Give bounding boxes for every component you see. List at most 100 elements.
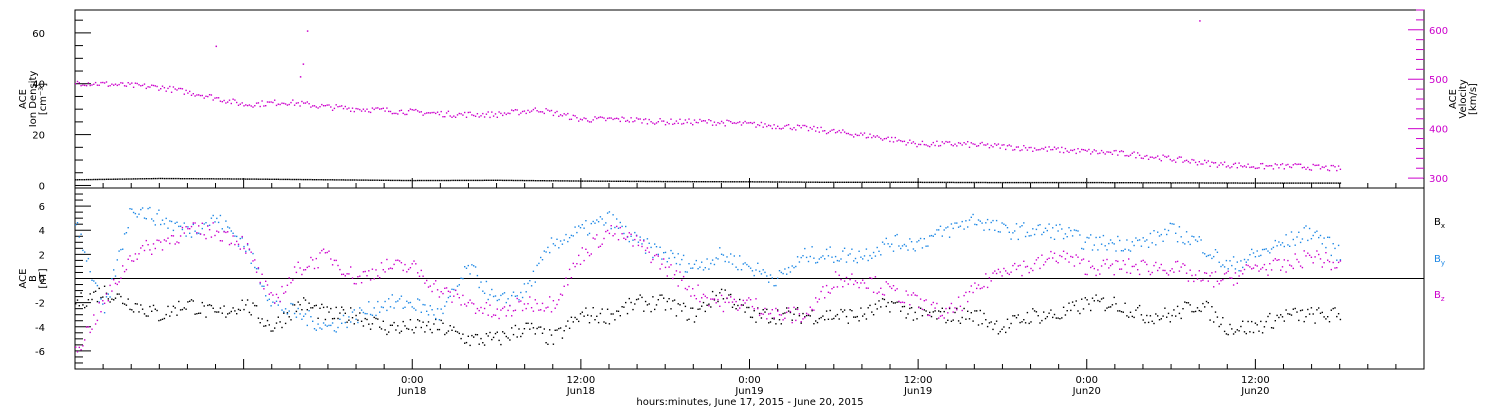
data-point: [545, 342, 547, 344]
data-point: [498, 111, 500, 113]
data-point: [246, 243, 249, 245]
data-point: [1171, 160, 1173, 162]
data-point: [927, 245, 929, 247]
data-point: [1115, 250, 1117, 252]
data-point: [697, 308, 699, 310]
data-point: [979, 220, 981, 222]
data-point: [1180, 317, 1182, 320]
data-point: [867, 136, 869, 139]
data-point: [438, 319, 441, 321]
data-point: [395, 301, 397, 303]
data-point: [1142, 182, 1144, 184]
data-point: [941, 235, 943, 237]
data-point: [959, 305, 962, 307]
data-point: [621, 116, 623, 118]
data-point: [250, 105, 252, 107]
data-point: [265, 280, 267, 282]
data-point: [203, 178, 205, 180]
data-point: [690, 122, 692, 124]
data-point: [1109, 264, 1112, 267]
data-point: [977, 219, 980, 221]
data-point: [1149, 273, 1152, 276]
data-point: [977, 324, 980, 326]
data-point: [1312, 313, 1314, 315]
data-point: [176, 221, 178, 223]
data-point: [900, 247, 902, 250]
data-point: [900, 301, 902, 304]
data-point: [487, 314, 489, 316]
data-point: [820, 256, 822, 259]
data-point: [1205, 255, 1208, 258]
data-point: [141, 207, 144, 209]
data-point: [427, 314, 430, 316]
y-right-tick-label: 300: [1429, 174, 1448, 185]
data-point: [739, 298, 741, 301]
y-axis-label-line: [cm⁻³]: [38, 83, 49, 115]
data-point: [925, 144, 927, 146]
data-point: [107, 300, 109, 302]
data-point: [896, 233, 898, 236]
data-point: [1321, 266, 1323, 268]
data-point: [1287, 313, 1289, 315]
data-point: [315, 257, 317, 260]
data-point: [473, 114, 475, 117]
data-point: [999, 271, 1001, 273]
data-point: [406, 300, 408, 302]
data-point: [1245, 182, 1247, 184]
data-point: [1312, 182, 1314, 184]
data-point: [270, 330, 272, 332]
data-point: [1062, 306, 1065, 308]
data-point: [654, 243, 656, 245]
data-point: [1198, 236, 1200, 238]
data-point: [881, 241, 884, 243]
data-point: [1236, 261, 1238, 263]
data-point: [473, 179, 475, 182]
data-point: [93, 291, 95, 293]
data-point: [525, 179, 527, 182]
x-tick-time: 0:00: [1076, 375, 1098, 386]
data-point: [818, 131, 820, 133]
data-point: [559, 114, 562, 116]
data-point: [134, 212, 137, 215]
data-point: [930, 181, 933, 184]
data-point: [744, 311, 746, 313]
data-point: [290, 302, 292, 305]
data-point: [558, 247, 560, 249]
data-point: [254, 178, 256, 180]
data-point: [697, 181, 699, 183]
data-point: [491, 111, 493, 113]
data-point: [758, 312, 761, 315]
data-point: [208, 304, 211, 306]
data-point: [147, 178, 149, 180]
data-point: [1028, 322, 1030, 325]
data-point: [1113, 243, 1115, 245]
data-point: [1032, 150, 1034, 152]
data-point: [1330, 309, 1332, 311]
data-point: [670, 264, 672, 266]
data-point: [512, 110, 515, 112]
data-point: [511, 109, 513, 111]
data-point: [587, 234, 589, 236]
data-point: [530, 322, 533, 325]
data-point: [1050, 149, 1052, 151]
data-point: [1218, 283, 1220, 285]
data-point: [1169, 270, 1171, 272]
data-point: [936, 318, 938, 320]
data-point: [409, 319, 412, 321]
data-point: [1082, 248, 1085, 250]
data-point: [677, 253, 679, 255]
data-point: [337, 264, 339, 267]
data-point: [458, 112, 460, 115]
data-point: [149, 249, 151, 251]
data-point: [1249, 266, 1251, 268]
data-point: [947, 312, 949, 314]
data-point: [163, 177, 166, 180]
data-point: [711, 181, 714, 183]
data-point: [565, 277, 567, 279]
data-point: [871, 277, 873, 280]
data-point: [1290, 314, 1293, 316]
data-point: [923, 143, 925, 146]
data-point: [312, 320, 314, 322]
data-point: [972, 143, 974, 145]
data-point: [1090, 266, 1092, 269]
